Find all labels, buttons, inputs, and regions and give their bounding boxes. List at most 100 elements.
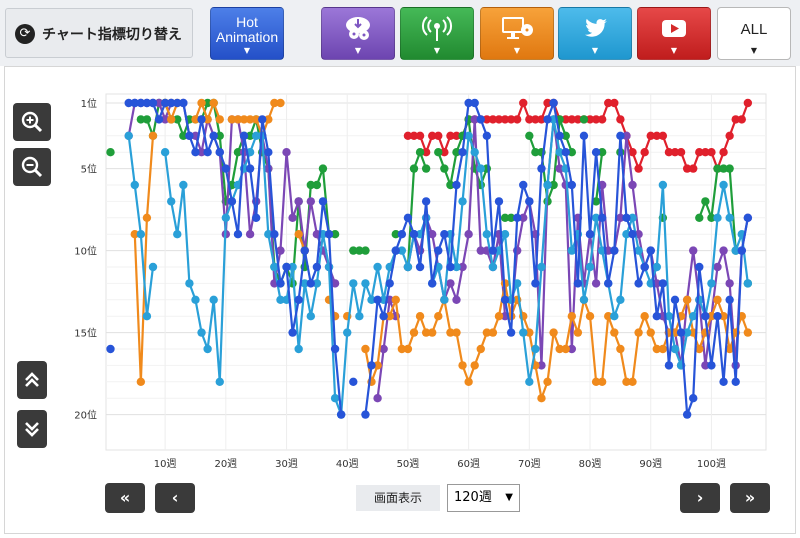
data-point bbox=[440, 148, 449, 157]
data-point bbox=[336, 410, 346, 419]
data-point bbox=[616, 115, 625, 124]
data-point bbox=[701, 361, 710, 370]
chart-switch-button[interactable]: ⟳ チャート指標切り替え bbox=[5, 8, 193, 58]
prev-page-button[interactable]: ‹ bbox=[155, 483, 195, 513]
data-point bbox=[440, 164, 449, 173]
next-page-button[interactable]: › bbox=[680, 483, 720, 513]
data-point bbox=[737, 246, 746, 255]
chevron-down-icon: ▼ bbox=[750, 46, 758, 55]
data-point bbox=[136, 98, 146, 108]
data-point bbox=[130, 230, 139, 239]
data-point bbox=[446, 328, 455, 337]
tab-hot-animation[interactable]: Hot Animation ▼ bbox=[210, 7, 284, 60]
data-point bbox=[215, 148, 224, 157]
data-point bbox=[458, 197, 467, 206]
tab-youtube[interactable]: ▼ bbox=[637, 7, 711, 60]
data-point bbox=[306, 312, 316, 321]
data-point bbox=[707, 279, 716, 288]
data-point bbox=[725, 164, 734, 173]
data-point bbox=[191, 295, 200, 304]
data-point bbox=[719, 312, 728, 321]
broadcast-icon bbox=[421, 16, 453, 41]
chevron-down-icon: ▼ bbox=[505, 492, 513, 503]
data-point bbox=[136, 230, 146, 239]
data-point bbox=[349, 377, 358, 386]
data-point bbox=[379, 312, 388, 321]
series-line bbox=[364, 101, 749, 416]
tab-all[interactable]: ALL ▼ bbox=[717, 7, 791, 60]
tab-twitter[interactable]: ▼ bbox=[558, 7, 632, 60]
chevron-down-icon: ▼ bbox=[243, 46, 251, 55]
data-point bbox=[494, 312, 504, 321]
data-point bbox=[367, 295, 376, 304]
data-point bbox=[500, 213, 510, 222]
data-point bbox=[482, 131, 492, 140]
data-point bbox=[725, 344, 734, 354]
data-point bbox=[488, 328, 498, 337]
data-point bbox=[634, 328, 643, 337]
data-point bbox=[136, 115, 146, 124]
data-point bbox=[537, 115, 546, 124]
data-point bbox=[695, 213, 704, 222]
data-point bbox=[743, 279, 753, 288]
youtube-icon bbox=[662, 20, 686, 37]
data-point bbox=[585, 312, 595, 321]
data-point bbox=[628, 213, 637, 222]
data-point bbox=[409, 164, 419, 173]
y-tick-label: 10位 bbox=[74, 245, 97, 258]
data-point bbox=[440, 295, 449, 304]
data-point bbox=[160, 148, 170, 157]
data-point bbox=[276, 98, 285, 108]
data-point bbox=[373, 361, 382, 370]
chart-switch-label: チャート指標切り替え bbox=[42, 27, 182, 43]
data-point bbox=[634, 164, 643, 173]
data-point bbox=[470, 98, 479, 108]
data-point bbox=[385, 279, 394, 288]
data-point bbox=[695, 344, 704, 354]
data-point bbox=[725, 213, 734, 222]
data-point bbox=[452, 131, 461, 140]
double-chevron-right-icon: » bbox=[744, 488, 756, 507]
zoom-in-button[interactable] bbox=[13, 103, 51, 141]
scroll-up-button[interactable] bbox=[17, 361, 47, 399]
scroll-down-button[interactable] bbox=[17, 410, 47, 448]
data-point bbox=[689, 164, 698, 173]
data-point bbox=[591, 279, 601, 288]
data-point bbox=[270, 262, 279, 272]
data-point bbox=[276, 295, 285, 304]
x-tick-label: 100週 bbox=[697, 458, 726, 470]
refresh-icon: ⟳ bbox=[15, 24, 35, 44]
data-point bbox=[440, 230, 449, 239]
data-point bbox=[142, 312, 152, 321]
first-page-button[interactable]: « bbox=[105, 483, 145, 513]
last-page-button[interactable]: » bbox=[730, 483, 770, 513]
data-point bbox=[124, 98, 133, 108]
data-point bbox=[707, 148, 716, 157]
data-point bbox=[506, 115, 516, 124]
data-point bbox=[403, 344, 413, 354]
data-point bbox=[610, 98, 619, 108]
data-point bbox=[658, 344, 668, 354]
data-point bbox=[579, 115, 589, 124]
tab-pc[interactable]: ▼ bbox=[480, 7, 554, 60]
data-point bbox=[488, 115, 498, 124]
display-range-select[interactable]: 120週 ▼ bbox=[447, 484, 520, 512]
data-point bbox=[567, 148, 577, 157]
tab-download[interactable]: ▼ bbox=[321, 7, 395, 60]
data-point bbox=[446, 180, 455, 190]
data-point bbox=[585, 230, 595, 239]
data-point bbox=[713, 262, 722, 272]
data-point bbox=[397, 344, 407, 354]
data-point bbox=[537, 394, 546, 403]
data-point bbox=[306, 197, 316, 206]
data-point bbox=[567, 180, 577, 190]
data-point bbox=[464, 230, 473, 239]
data-point bbox=[318, 164, 328, 173]
tab-broadcast[interactable]: ▼ bbox=[400, 7, 474, 60]
zoom-out-button[interactable] bbox=[13, 148, 51, 186]
data-point bbox=[543, 98, 552, 108]
data-point bbox=[221, 213, 231, 222]
data-point bbox=[270, 230, 279, 239]
data-point bbox=[634, 246, 643, 255]
data-point bbox=[719, 180, 728, 190]
